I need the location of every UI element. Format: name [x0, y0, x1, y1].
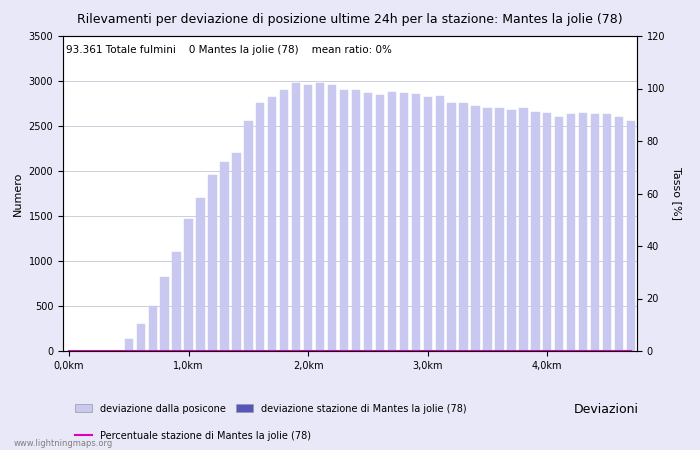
Bar	[196, 198, 204, 351]
Bar	[376, 95, 384, 351]
Bar	[388, 92, 396, 351]
Bar	[424, 97, 432, 351]
Bar	[435, 96, 444, 351]
Legend: Percentuale stazione di Mantes la jolie (78): Percentuale stazione di Mantes la jolie …	[75, 431, 311, 441]
Bar	[256, 104, 265, 351]
Bar	[447, 104, 456, 351]
Bar	[496, 108, 504, 351]
Bar	[471, 106, 480, 351]
Bar	[292, 83, 300, 351]
Legend: deviazione dalla posicone, deviazione stazione di Mantes la jolie (78): deviazione dalla posicone, deviazione st…	[75, 404, 467, 414]
Bar	[626, 122, 635, 351]
Text: www.lightningmaps.org: www.lightningmaps.org	[14, 439, 113, 448]
Y-axis label: Tasso [%]: Tasso [%]	[672, 167, 682, 220]
Text: Rilevamenti per deviazione di posizione ultime 24h per la stazione: Mantes la jo: Rilevamenti per deviazione di posizione …	[77, 14, 623, 27]
Bar	[364, 93, 372, 351]
Bar	[268, 97, 277, 351]
Bar	[148, 306, 157, 351]
Bar	[508, 110, 516, 351]
Bar	[543, 113, 552, 351]
Bar	[340, 90, 348, 351]
Bar	[531, 112, 540, 351]
Text: Deviazioni: Deviazioni	[574, 403, 639, 416]
Bar	[328, 86, 336, 351]
Bar	[304, 85, 312, 351]
Bar	[232, 153, 241, 351]
Bar	[400, 93, 408, 351]
Bar	[519, 108, 528, 351]
Bar	[220, 162, 229, 351]
Bar	[412, 94, 420, 351]
Bar	[209, 176, 217, 351]
Bar	[244, 122, 253, 351]
Bar	[603, 114, 611, 351]
Bar	[172, 252, 181, 351]
Bar	[352, 90, 361, 351]
Bar	[184, 219, 192, 351]
Bar	[316, 83, 324, 351]
Bar	[579, 113, 587, 351]
Bar	[555, 117, 564, 351]
Bar	[459, 104, 468, 351]
Bar	[280, 90, 288, 351]
Bar	[615, 117, 623, 351]
Bar	[125, 339, 133, 351]
Bar	[136, 324, 145, 351]
Bar	[160, 277, 169, 351]
Text: 93.361 Totale fulmini    0 Mantes la jolie (78)    mean ratio: 0%: 93.361 Totale fulmini 0 Mantes la jolie …	[66, 45, 392, 55]
Bar	[567, 114, 575, 351]
Bar	[591, 114, 599, 351]
Y-axis label: Numero: Numero	[13, 171, 23, 216]
Bar	[483, 108, 491, 351]
